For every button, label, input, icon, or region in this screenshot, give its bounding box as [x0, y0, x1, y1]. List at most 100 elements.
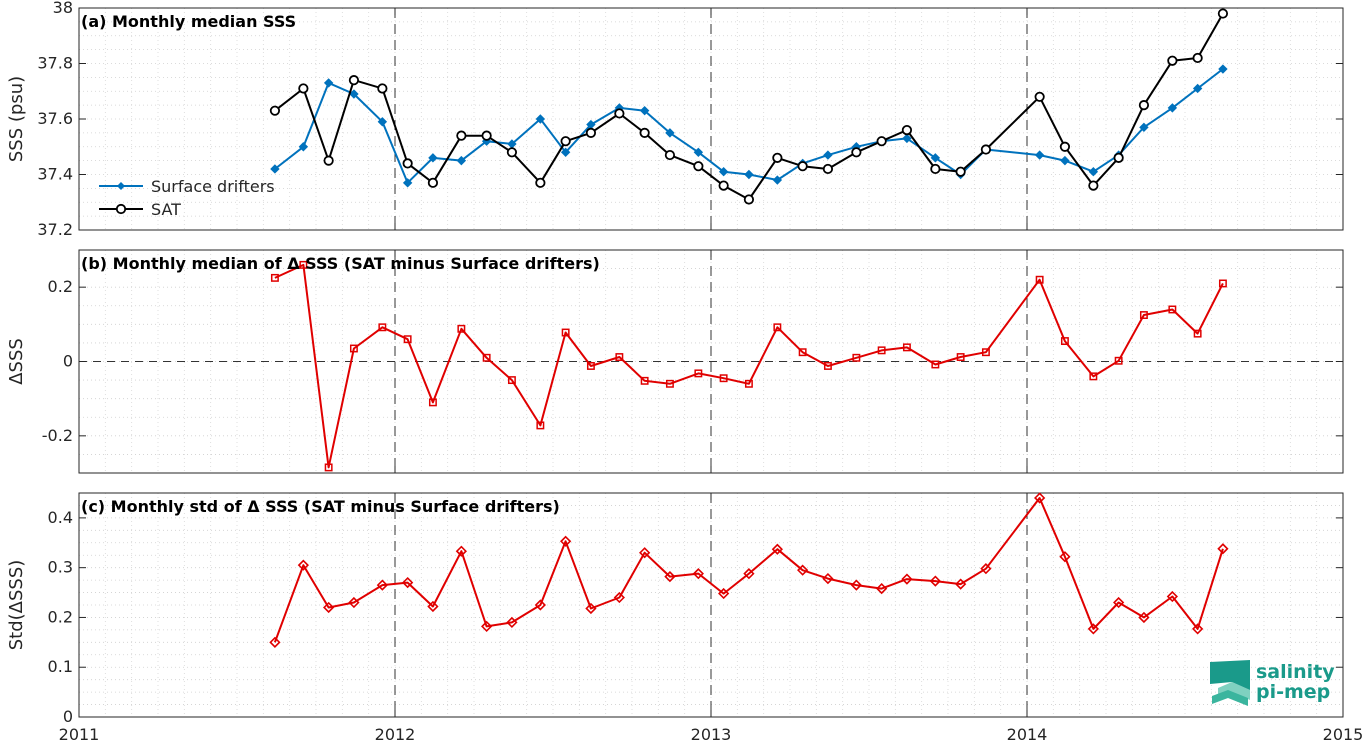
data-point [614, 108, 625, 119]
y-axis-label: ΔSSS [6, 338, 27, 385]
data-point [585, 602, 597, 615]
x-tick-label: 2011 [59, 725, 100, 744]
data-point [693, 147, 704, 158]
data-point [665, 128, 675, 138]
panel-title: (b) Monthly median of Δ SSS (SAT minus S… [81, 254, 600, 273]
data-point [1139, 122, 1149, 133]
data-point [507, 376, 516, 385]
data-point [743, 194, 755, 205]
data-point [639, 547, 651, 559]
data-point [348, 75, 360, 86]
data-point [1218, 279, 1227, 288]
y-tick-label: 0 [63, 352, 73, 371]
data-point [1166, 590, 1178, 603]
data-point [560, 147, 571, 158]
data-point [298, 142, 309, 152]
data-point [427, 177, 439, 188]
x-axis: 2011 2012 2013 2014 2015 [59, 725, 1364, 744]
data-point [1035, 275, 1044, 284]
data-point [877, 346, 886, 355]
data-point [798, 348, 807, 357]
data-point [639, 127, 650, 138]
series-line [274, 13, 1224, 201]
y-tick-label: 0.4 [48, 508, 73, 527]
series-1 [269, 492, 1229, 648]
data-point [298, 83, 309, 94]
data-point [348, 596, 360, 609]
data-point [481, 620, 493, 633]
data-point [1034, 150, 1045, 160]
data-point [506, 616, 518, 629]
data-point [744, 379, 753, 388]
panel-title: (a) Monthly median SSS [81, 12, 296, 31]
series-line [274, 263, 1224, 469]
data-point [1138, 611, 1150, 624]
data-point [822, 572, 834, 585]
data-point [270, 164, 280, 174]
data-point [1059, 141, 1071, 152]
y-tick-label: 0.1 [48, 657, 73, 676]
data-point [402, 178, 413, 188]
data-point [1034, 91, 1045, 102]
data-point [560, 535, 572, 547]
data-point [269, 105, 281, 116]
data-point [403, 335, 412, 344]
y-tick-label: 38 [53, 0, 73, 17]
y-tick-label: 37.6 [37, 109, 73, 128]
logo-text-line2: pi-mep [1256, 681, 1330, 703]
y-axis-label: SSS (psu) [6, 76, 27, 162]
x-tick-label: 2012 [375, 725, 416, 744]
data-point [1113, 152, 1124, 163]
data-point [901, 573, 913, 585]
data-point [324, 463, 333, 472]
data-point [852, 353, 861, 362]
data-point [955, 578, 967, 590]
data-point [980, 144, 992, 155]
data-point [664, 570, 676, 583]
panel-2: -0.2 0 0.2 ΔSSS (b) Monthly median of Δ SSS … [6, 249, 1344, 474]
data-point [535, 114, 546, 124]
data-point [930, 163, 941, 175]
data-point [822, 163, 834, 175]
data-point [1034, 492, 1046, 504]
data-point [718, 180, 729, 191]
data-point [586, 362, 595, 370]
data-point [377, 117, 388, 127]
data-point [955, 166, 966, 177]
panel-title: (c) Monthly std of Δ SSS (SAT minus Surf… [81, 497, 560, 516]
logo-icon [1210, 660, 1250, 706]
data-point [402, 576, 414, 589]
data-point [823, 362, 832, 370]
data-point [640, 376, 649, 385]
legend-entry: SAT [151, 200, 181, 219]
data-point [297, 559, 309, 571]
data-point [1139, 311, 1148, 319]
data-point [901, 125, 913, 136]
data-point [481, 130, 492, 141]
data-point [506, 147, 518, 158]
series-line [273, 497, 1224, 643]
y-tick-label: -0.2 [42, 426, 73, 445]
y-tick-label: 0.2 [48, 607, 73, 626]
data-point [269, 636, 281, 648]
data-point [981, 348, 990, 357]
data-point [692, 568, 704, 580]
data-point [482, 353, 491, 362]
y-tick-label: 37.2 [37, 220, 73, 239]
y-tick-label: 0.2 [48, 277, 73, 296]
data-point [744, 169, 754, 180]
data-point [560, 136, 571, 147]
data-point [1167, 55, 1178, 66]
data-point [1087, 623, 1099, 635]
panel-1: 37.2 37.4 37.6 37.8 38 SSS (psu) (a) Monthly m… [6, 0, 1344, 239]
data-point [929, 575, 941, 587]
logo-text-line1: salinity [1256, 661, 1335, 683]
data-point [377, 83, 388, 94]
data-point [851, 147, 862, 158]
data-point [455, 545, 467, 557]
data-point [980, 563, 992, 575]
data-point [876, 582, 888, 595]
data-point [1192, 52, 1203, 64]
data-point [771, 543, 783, 555]
